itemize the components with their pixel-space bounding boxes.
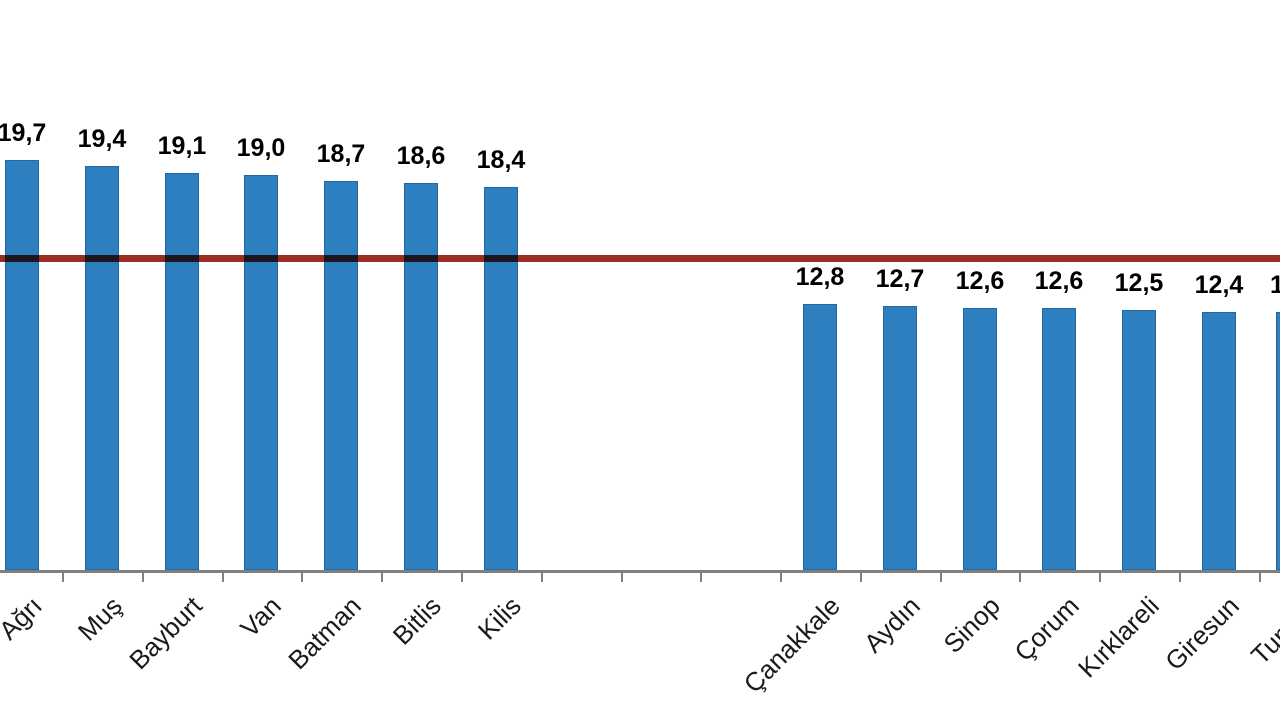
bar-value-label: 12,6 <box>1034 267 1084 295</box>
x-axis-line <box>0 570 1280 573</box>
axis-tick <box>461 570 463 582</box>
bar-value-label: 12,6 <box>955 267 1005 295</box>
bar <box>1202 312 1236 570</box>
bar <box>883 306 917 570</box>
axis-tick <box>780 570 782 582</box>
axis-tick <box>940 570 942 582</box>
axis-tick <box>301 570 303 582</box>
bar-value-label: 19,7 <box>0 119 47 147</box>
axis-tick <box>621 570 623 582</box>
bar <box>1122 310 1156 570</box>
bar <box>1276 312 1280 570</box>
axis-tick <box>700 570 702 582</box>
axis-tick <box>1259 570 1261 582</box>
bar-value-label: 19,1 <box>157 132 207 160</box>
bar <box>404 183 438 570</box>
bar-value-label: 12,7 <box>875 265 925 293</box>
axis-tick <box>1099 570 1101 582</box>
axis-tick <box>381 570 383 582</box>
reference-line <box>0 255 1280 262</box>
axis-tick <box>222 570 224 582</box>
axis-tick <box>1179 570 1181 582</box>
bar <box>244 175 278 570</box>
bar <box>803 304 837 570</box>
bar-value-label: 18,7 <box>316 140 366 168</box>
bar-value-label: 19,0 <box>236 134 286 162</box>
bar-value-label: 18,4 <box>476 146 526 174</box>
bar-value-label: 18,6 <box>396 142 446 170</box>
bar-value-label: 12,5 <box>1114 269 1164 297</box>
bar <box>85 166 119 570</box>
bar-value-label: 1 <box>1270 271 1280 299</box>
bar <box>484 187 518 570</box>
axis-tick <box>142 570 144 582</box>
bar <box>5 160 39 570</box>
axis-tick <box>1019 570 1021 582</box>
bar-value-label: 12,4 <box>1194 271 1244 299</box>
bar <box>963 308 997 570</box>
bar-value-label: 12,8 <box>795 263 845 291</box>
bar <box>1042 308 1076 570</box>
axis-tick <box>541 570 543 582</box>
axis-tick <box>860 570 862 582</box>
bar-value-label: 19,4 <box>77 125 127 153</box>
bar <box>165 173 199 570</box>
bar <box>324 181 358 570</box>
axis-tick <box>62 570 64 582</box>
